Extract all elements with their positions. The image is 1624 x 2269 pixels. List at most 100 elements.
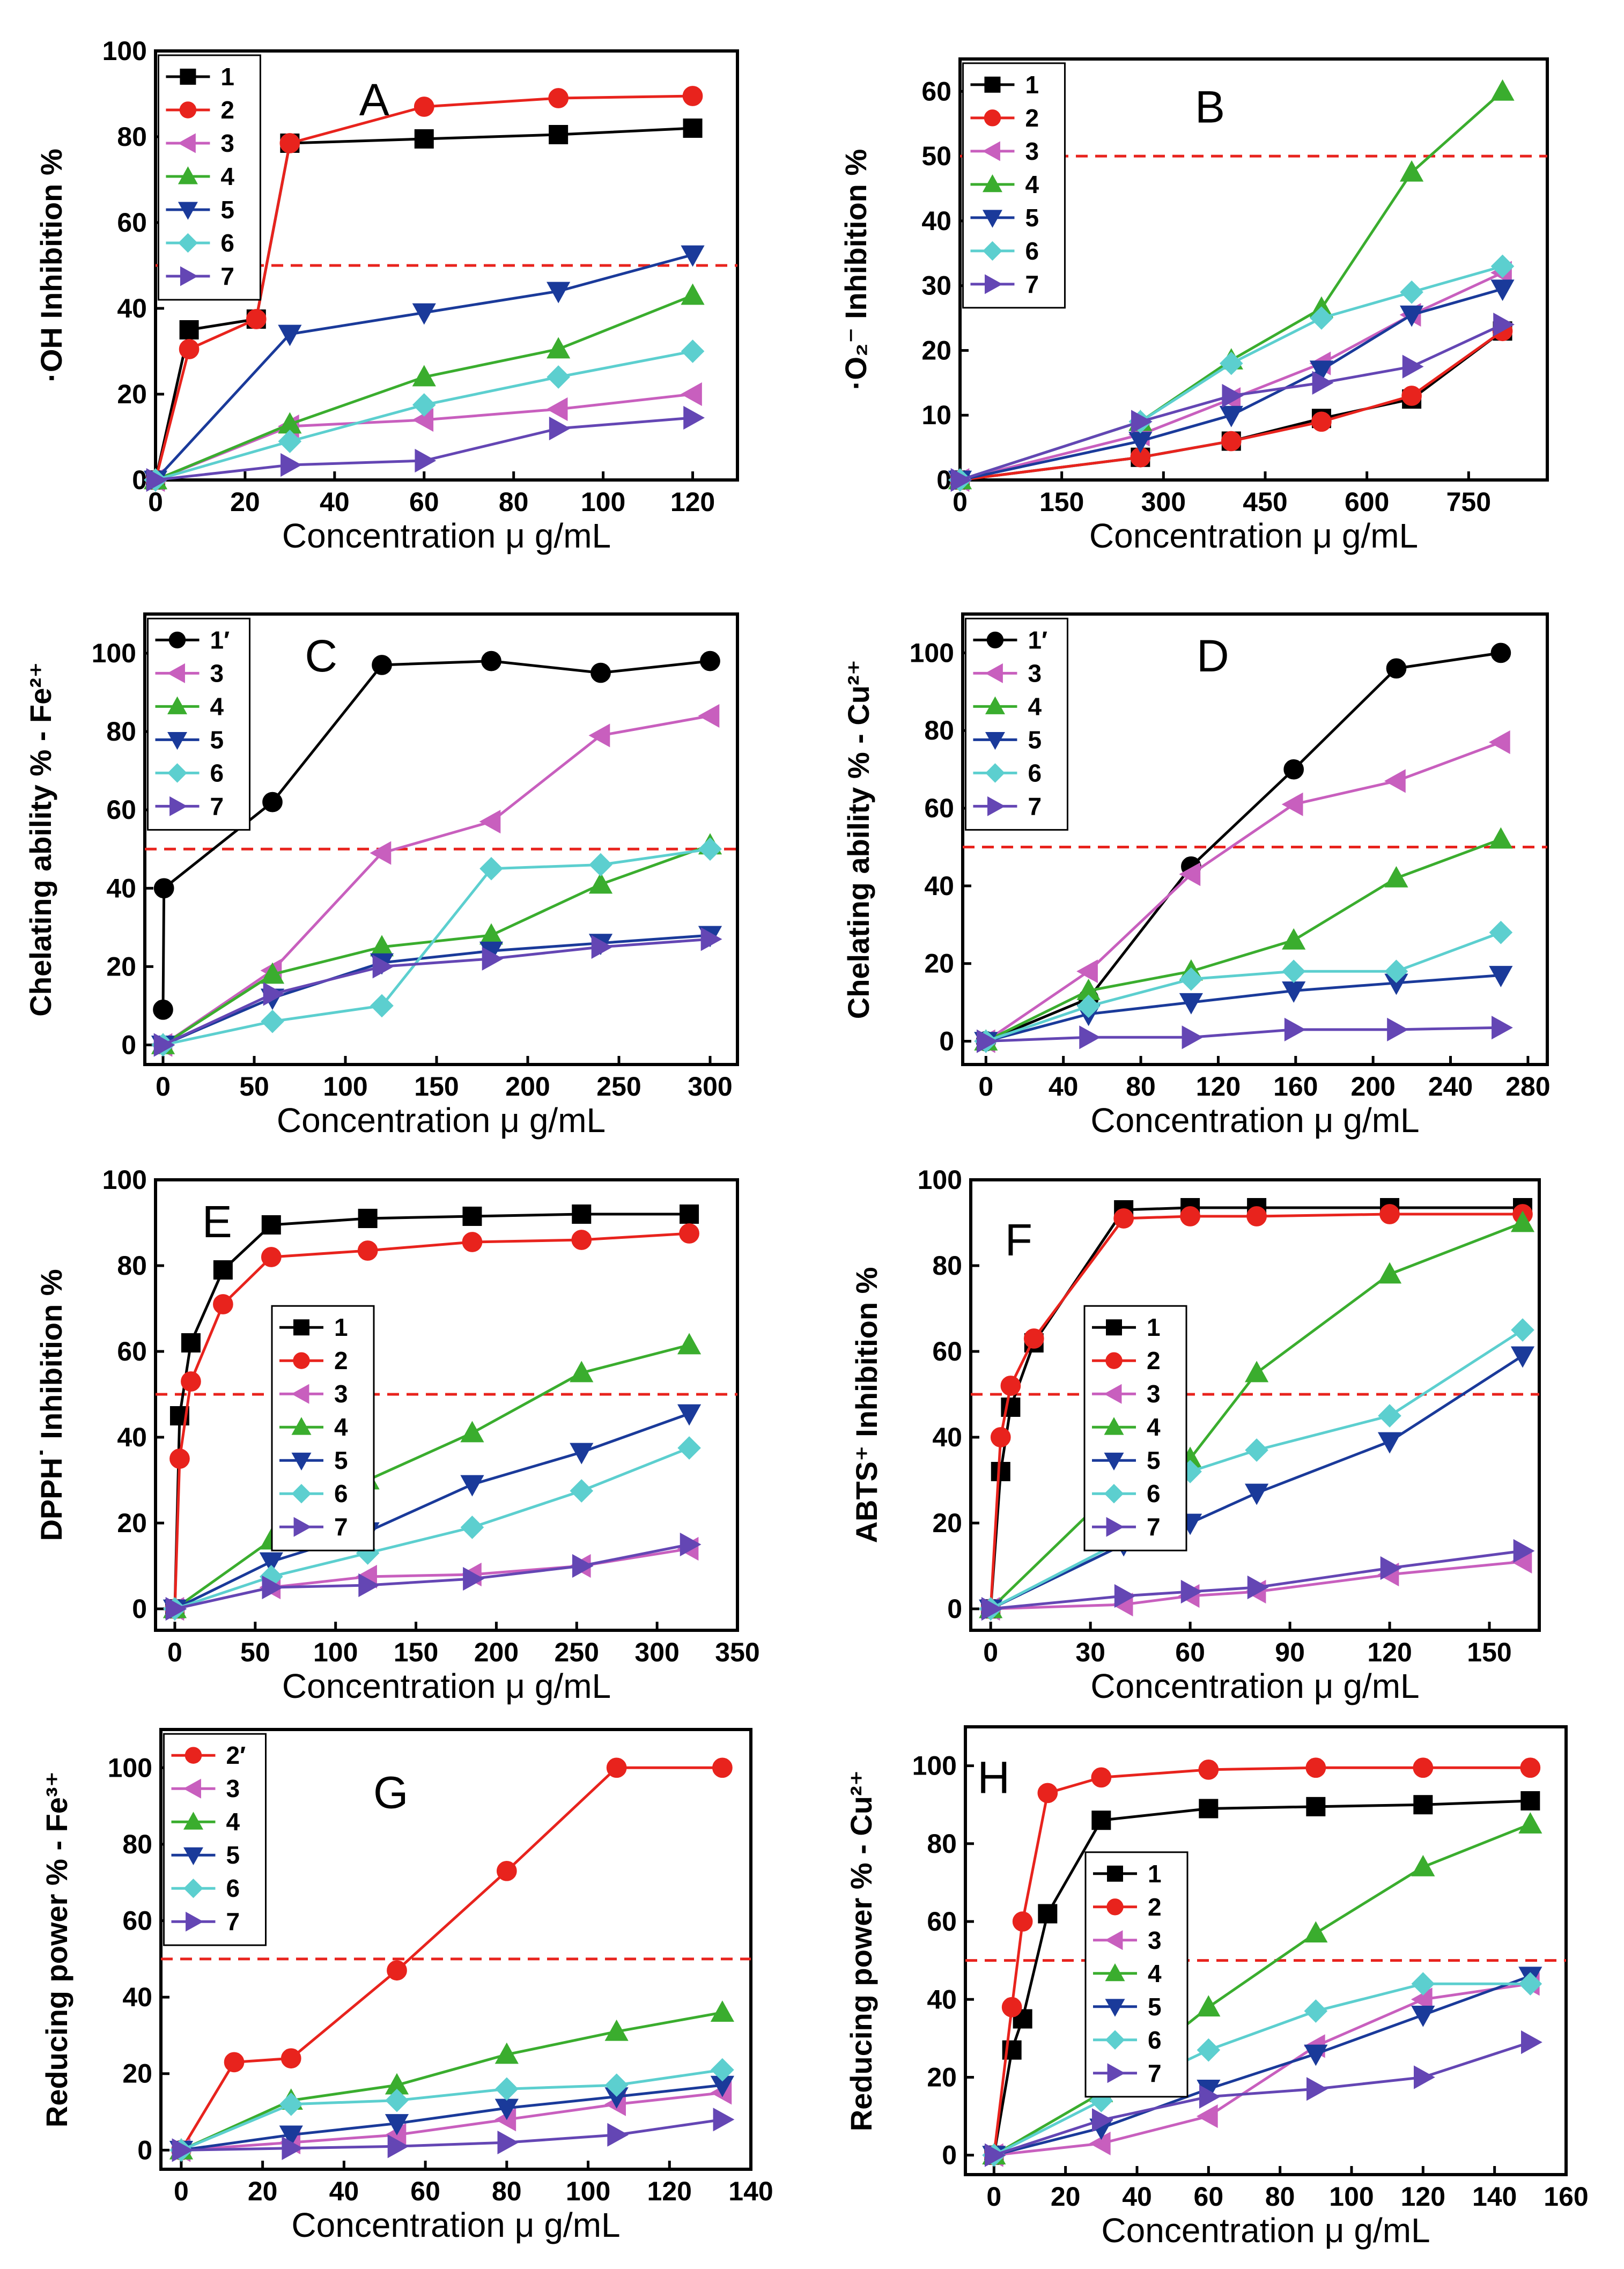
y-tick-label-h: 60 <box>927 1906 957 1937</box>
data-point-a-5 <box>681 245 705 267</box>
series-f-2 <box>980 1204 1533 1619</box>
series-e-3 <box>163 1536 699 1621</box>
series-line-b-3 <box>959 271 1503 482</box>
legend-marker-h-6 <box>1105 2030 1125 2050</box>
legend-label-b-7: 7 <box>1025 270 1039 298</box>
data-point-a-1 <box>683 119 703 138</box>
data-point-f-4 <box>1510 1210 1535 1232</box>
data-point-b-4 <box>1490 79 1515 101</box>
series-c-7 <box>153 927 722 1057</box>
series-line-d-3 <box>985 741 1502 1043</box>
legend-label-c-5: 5 <box>210 726 224 753</box>
legend-marker-e-6 <box>291 1483 312 1504</box>
data-point-a-4 <box>681 283 705 305</box>
x-tick-label-d: 80 <box>1126 1071 1156 1102</box>
legend-marker-e-3 <box>291 1384 309 1404</box>
x-tick-label-f: 90 <box>1275 1637 1305 1667</box>
data-point-c-4 <box>260 962 285 984</box>
data-point-g-6 <box>385 2088 409 2112</box>
legend-label-a-1: 1 <box>220 63 234 91</box>
data-point-g-2 <box>387 1960 407 1981</box>
y-tick-label-e: 0 <box>132 1594 147 1624</box>
data-point-f-4 <box>1377 1262 1402 1284</box>
panel-e: 0 50 100 150 200 250 300 350020406080100Concent… <box>34 1165 760 1705</box>
legend-label-c-7: 7 <box>210 792 224 820</box>
y-tick-label-h: 80 <box>927 1829 957 1859</box>
data-point-d-7 <box>1492 1016 1513 1040</box>
data-point-g-6 <box>604 2073 629 2097</box>
legend-marker-c-4 <box>167 696 188 714</box>
y-tick-label-d: 40 <box>924 871 954 901</box>
x-tick-label-g: 60 <box>410 2176 440 2206</box>
x-tick-label-e: 0 <box>167 1637 182 1667</box>
legend-e: 1 2 3 4 5 6 7 <box>271 1305 375 1551</box>
data-point-d-6 <box>1179 967 1203 991</box>
y-tick-label-b: 10 <box>921 400 951 430</box>
data-point-f-7 <box>1114 1584 1136 1608</box>
data-point-g-4 <box>710 2000 734 2022</box>
data-point-h-1 <box>1413 1795 1433 1815</box>
series-f-5 <box>979 1346 1535 1621</box>
y-tick-label-f: 80 <box>932 1251 962 1281</box>
data-point-b-6 <box>1400 280 1423 304</box>
data-point-e-1 <box>261 1215 281 1235</box>
data-point-h-6 <box>1411 1972 1435 1996</box>
legend-marker-g-4 <box>183 1812 203 1830</box>
data-point-h-1 <box>1091 1810 1111 1830</box>
y-tick-label-f: 0 <box>947 1594 962 1624</box>
x-tick-label-f: 0 <box>983 1637 998 1667</box>
data-point-a-1 <box>179 320 199 339</box>
y-tick-label-d: 0 <box>939 1026 954 1056</box>
series-line-c-3 <box>162 714 711 1046</box>
legend-marker-e-7 <box>293 1517 312 1537</box>
series-line-d-5 <box>985 973 1501 1043</box>
legend-label-h-3: 3 <box>1148 1926 1162 1954</box>
legend-marker-b-6 <box>983 241 1002 261</box>
data-point-a-7 <box>549 416 571 441</box>
data-point-b-2 <box>1311 411 1332 432</box>
series-line-e-3 <box>174 1547 690 1610</box>
panel-letter-b: B <box>1195 82 1225 132</box>
legend-label-c-6: 6 <box>210 759 224 787</box>
legend-label-g-5: 5 <box>226 1841 240 1869</box>
data-point-a-4 <box>412 365 436 387</box>
legend-label-a-6: 6 <box>220 229 234 257</box>
data-point-c-1 <box>372 655 392 675</box>
legend-label-b-5: 5 <box>1025 204 1039 232</box>
data-point-h-2 <box>1037 1783 1058 1804</box>
panel-letter-e: E <box>202 1196 232 1247</box>
y-tick-label-g: 0 <box>137 2135 152 2165</box>
data-point-a-1 <box>549 125 569 144</box>
legend-label-f-2: 2 <box>1147 1347 1161 1374</box>
data-point-h-4 <box>1197 1995 1221 2017</box>
data-point-f-2 <box>1180 1206 1200 1226</box>
data-point-g-6 <box>495 2077 519 2101</box>
legend-label-d-1: 1′ <box>1028 626 1047 654</box>
legend-c: 1′ 3 4 5 6 7 <box>147 617 251 831</box>
series-line-g-3 <box>181 2091 723 2152</box>
data-point-f-4 <box>1244 1361 1269 1383</box>
data-point-g-7 <box>172 2138 194 2162</box>
x-tick-label-d: 40 <box>1049 1071 1079 1102</box>
data-point-a-5 <box>412 303 436 325</box>
x-tick-label-c: 300 <box>688 1071 732 1102</box>
data-point-b-5 <box>1400 305 1424 327</box>
data-point-c-7 <box>482 947 504 971</box>
data-point-h-1 <box>1038 1904 1058 1924</box>
data-point-e-4 <box>570 1361 594 1383</box>
series-b-7 <box>950 313 1515 492</box>
data-point-e-1 <box>462 1207 482 1226</box>
series-e-1 <box>165 1204 699 1618</box>
series-line-g-4 <box>180 2011 723 2152</box>
legend-label-b-2: 2 <box>1025 104 1039 132</box>
x-tick-label-h: 100 <box>1329 2182 1374 2212</box>
data-point-d-4 <box>1282 928 1306 950</box>
series-f-4 <box>979 1210 1535 1618</box>
legend-label-e-5: 5 <box>334 1446 348 1474</box>
data-point-c-1 <box>590 662 611 683</box>
data-point-e-5 <box>570 1443 594 1465</box>
x-axis-label-g: Concentration μ g/mL <box>291 2206 620 2244</box>
y-axis-label-h: Reducing power % - Cu²⁺ <box>844 1770 878 2132</box>
legend-marker-b-4 <box>982 174 1002 193</box>
legend-label-f-6: 6 <box>1147 1480 1161 1507</box>
